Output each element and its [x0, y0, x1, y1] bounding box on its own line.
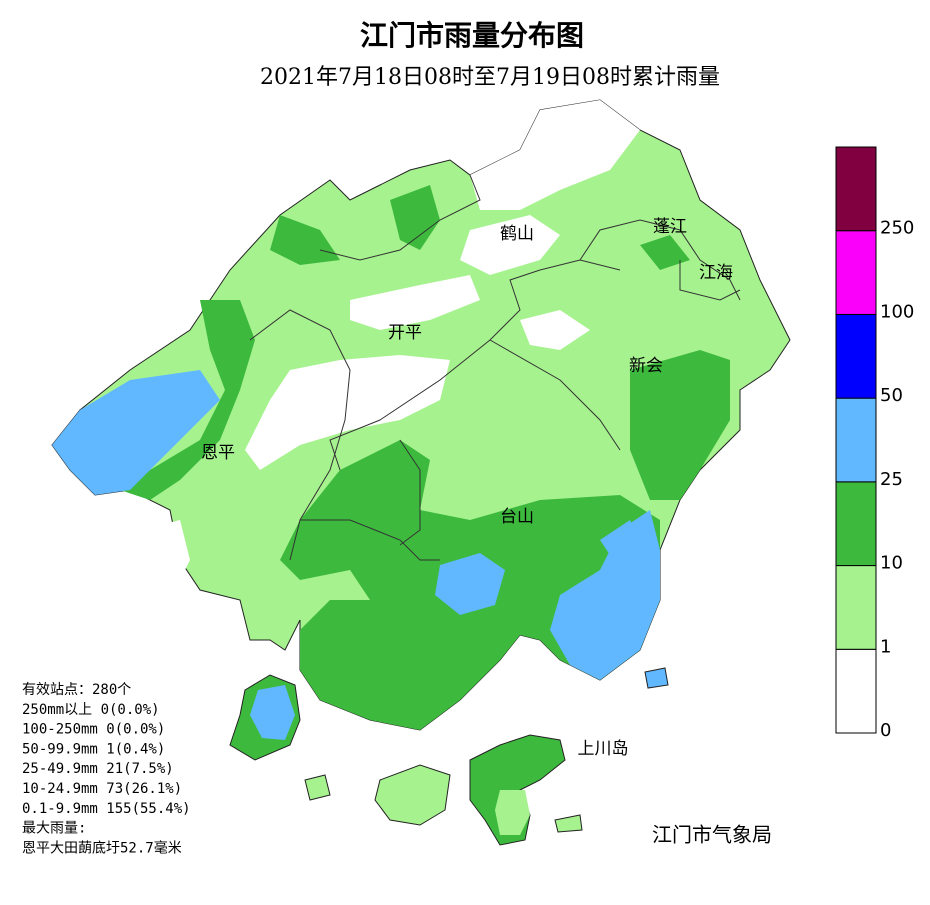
credit: 江门市气象局: [652, 823, 772, 847]
legend-label: 0: [880, 720, 891, 741]
legend-label: 10: [880, 553, 903, 574]
legend-swatch: [835, 313, 877, 399]
place-label: 上川岛: [578, 739, 629, 759]
place-label: 恩平: [201, 443, 235, 463]
place-labels: 鹤山 蓬江 江海 开平 新会 恩平 台山 上川岛: [201, 217, 733, 759]
legend-swatch: [835, 481, 877, 567]
statistics: 有效站点：280个 250mm以上 0(0.0%) 100-250mm 0(0.0%…: [22, 682, 191, 856]
stat-line: 有效站点：280个: [22, 682, 131, 698]
stat-line: 10-24.9mm 73(26.1%): [22, 781, 182, 797]
legend-label: 25: [880, 469, 903, 490]
legend-label: 100: [880, 301, 914, 322]
title: 江门市雨量分布图: [360, 19, 584, 52]
stat-line: 0.1-9.9mm 155(55.4%): [22, 801, 191, 817]
stat-line: 恩平大田蓢底圩52.7毫米: [22, 839, 182, 856]
stat-line: 25-49.9mm 21(7.5%): [22, 761, 174, 777]
stat-line: 50-99.9mm 1(0.4%): [22, 741, 165, 757]
islands: [229, 667, 669, 846]
legend-label: 50: [880, 385, 903, 406]
legend-swatch: [835, 397, 877, 483]
place-label: 蓬江: [653, 217, 687, 237]
place-label: 江海: [699, 263, 733, 283]
place-label: 台山: [500, 507, 534, 527]
legend-swatch: [835, 648, 877, 734]
legend-swatch: [835, 565, 877, 650]
stat-line: 最大雨量:: [22, 821, 86, 837]
subtitle: 2021年7月18日08时至7月19日08时累计雨量: [260, 65, 720, 90]
place-label: 鹤山: [500, 224, 534, 244]
land: [51, 99, 791, 731]
stat-line: 250mm以上 0(0.0%): [22, 702, 160, 718]
legend: 0 1 10 25 50 100 250: [835, 146, 914, 741]
legend-swatch: [835, 146, 877, 232]
legend-swatch: [835, 230, 877, 315]
legend-label: 250: [880, 218, 914, 239]
legend-label: 1: [880, 636, 891, 657]
place-label: 新会: [629, 356, 663, 376]
place-label: 开平: [388, 323, 422, 343]
stat-line: 100-250mm 0(0.0%): [22, 722, 165, 738]
